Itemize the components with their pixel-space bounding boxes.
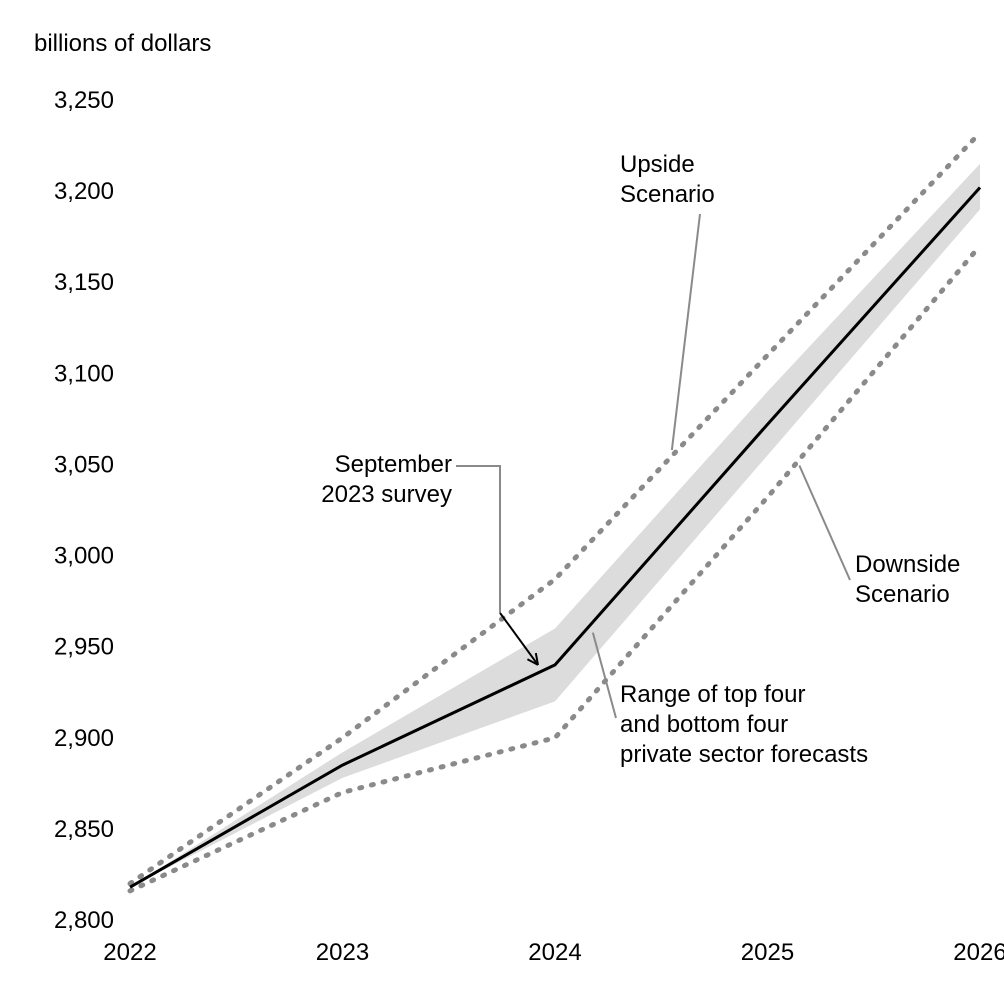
survey-line2: 2023 survey xyxy=(321,481,452,508)
upside-scenario-label: Upside Scenario xyxy=(620,150,715,210)
upside-scenario-line xyxy=(130,133,980,884)
chart-svg: 2,800 2,850 2,900 2,950 3,000 3,050 3,100 3,150… xyxy=(0,0,1004,1004)
y-tick-label: 3,150 xyxy=(54,269,114,296)
downside-scenario-label: Downside Scenario xyxy=(855,550,960,610)
y-tick-label: 2,850 xyxy=(54,816,114,843)
survey-line1: September xyxy=(335,451,452,478)
x-tick-label: 2025 xyxy=(741,939,794,966)
upside-line2: Scenario xyxy=(620,181,715,208)
downside-pointer xyxy=(799,466,850,580)
y-tick-label: 3,100 xyxy=(54,360,114,387)
september-2023-survey-line xyxy=(130,187,980,887)
x-tick-label: 2024 xyxy=(528,939,581,966)
downside-line2: Scenario xyxy=(855,581,950,608)
x-tick-label: 2023 xyxy=(316,939,369,966)
range-line2: and bottom four xyxy=(620,711,788,738)
downside-line1: Downside xyxy=(855,551,960,578)
y-tick-label: 3,050 xyxy=(54,451,114,478)
upside-pointer xyxy=(672,214,700,450)
y-axis-title: billions of dollars xyxy=(34,30,211,58)
forecast-range-band xyxy=(130,164,980,887)
september-survey-label: September 2023 survey xyxy=(282,450,452,510)
y-tick-label: 3,250 xyxy=(54,87,114,114)
range-line1: Range of top four xyxy=(620,681,805,708)
y-tick-label: 2,800 xyxy=(54,907,114,934)
upside-line1: Upside xyxy=(620,151,695,178)
range-line3: private sector forecasts xyxy=(620,741,868,768)
survey-pointer-elbow xyxy=(456,466,500,613)
y-tick-label: 3,200 xyxy=(54,178,114,205)
y-tick-label: 3,000 xyxy=(54,543,114,570)
y-tick-label: 2,950 xyxy=(54,634,114,661)
range-label: Range of top four and bottom four privat… xyxy=(620,680,868,770)
x-tick-label: 2026 xyxy=(953,939,1004,966)
y-tick-label: 2,900 xyxy=(54,725,114,752)
chart-container: billions of dollars Upside Scenario Down… xyxy=(0,0,1004,1004)
x-tick-label: 2022 xyxy=(103,939,156,966)
